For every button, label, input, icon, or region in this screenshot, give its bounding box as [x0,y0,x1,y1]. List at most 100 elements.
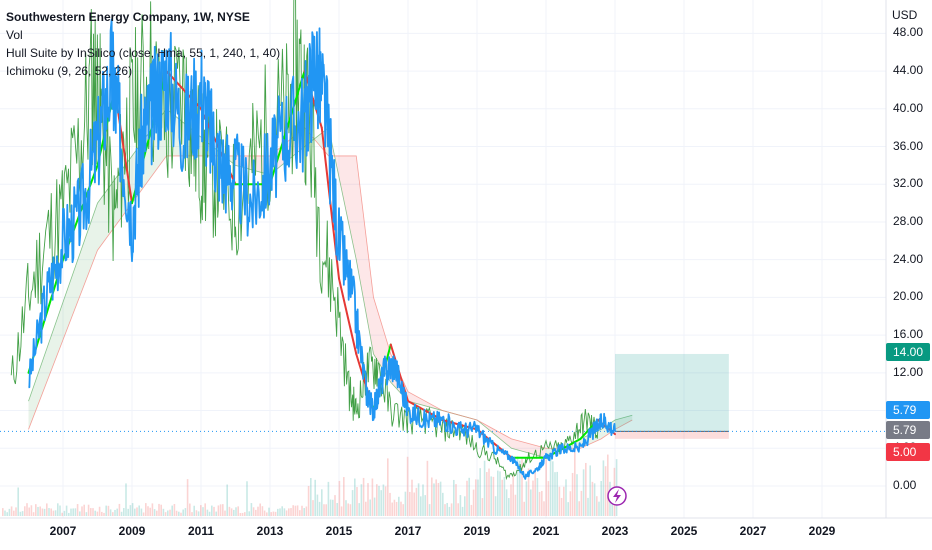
volume-bar [120,511,123,516]
volume-bar [365,501,367,516]
volume-bar [578,501,580,516]
price-tick-label: 0.00 [893,478,917,492]
volume-bar [395,501,398,516]
volume-bar [153,509,156,516]
time-tick-label: 2013 [256,524,284,538]
volume-bar [534,467,536,516]
volume-bar [332,499,334,516]
volume-bar [230,508,233,516]
time-tick-label: 2027 [739,524,767,538]
legend-ichimoku[interactable]: Ichimoku (9, 26, 52, 26) [6,64,133,78]
price-tick-label: 32.00 [893,176,924,191]
volume-bar [277,508,279,516]
volume-bar [334,495,336,516]
cloud-segment [28,203,98,430]
volume-bar [475,479,477,516]
volume-bar [380,490,382,516]
volume-bar [367,483,369,516]
time-tick-label: 2017 [394,524,422,538]
volume-bar [530,489,532,516]
volume-bar [292,505,294,516]
volume-bar [173,503,176,516]
prev-close-badge: 5.79 [886,421,930,439]
volume-bar [57,503,59,516]
volume-bar [435,479,437,516]
volume-bars [2,448,618,516]
volume-bar [477,479,479,516]
volume-bar [288,508,290,516]
volume-bar [105,505,107,516]
target-price-badge: 14.00 [886,343,930,361]
volume-bar [83,504,85,516]
volume-bar [591,481,594,516]
volume-bar [189,503,191,516]
volume-bar [483,460,486,516]
volume-bar [351,490,354,516]
volume-bar [94,510,96,516]
volume-bar [305,506,308,516]
stop-price-badge: 5.00 [886,443,930,461]
volume-bar [8,508,11,516]
volume-bar [446,502,448,516]
volume-bar [340,506,343,516]
volume-bar [193,505,195,516]
volume-bar [589,465,591,516]
volume-bar [217,505,220,516]
volume-bar [116,508,118,516]
volume-bar [252,507,255,516]
volume-bar [107,505,110,516]
volume-bar [576,474,578,516]
volume-bar [171,505,173,516]
symbol-title[interactable]: Southwestern Energy Company, 1W, NYSE [6,10,250,24]
volume-bar [565,479,567,516]
volume-bar [354,478,356,516]
volume-bar [61,512,63,516]
volume-bar [560,497,563,516]
volume-bar [400,501,402,516]
volume-bar [453,479,455,516]
volume-bar [389,492,391,516]
volume-bar [10,506,13,516]
volume-bar [472,489,475,516]
volume-bar [582,469,585,516]
legend-volume[interactable]: Vol [6,28,23,42]
price-tick-label: 48.00 [893,25,924,40]
hull-segment [338,277,358,355]
volume-bar [316,494,319,516]
volume-bar [321,489,323,516]
volume-bar [514,494,517,516]
volume-bar [226,484,228,516]
volume-bar [96,511,99,516]
volume-bar [299,510,301,516]
currency-label[interactable]: USD [892,8,918,22]
volume-bar [556,471,558,516]
volume-bar [296,505,299,516]
volume-bar [219,504,222,516]
cloud-segment [356,155,374,354]
volume-bar [580,490,583,516]
volume-bar [59,505,61,516]
volume-bar [272,511,275,516]
volume-bar [52,510,55,516]
price-line [28,18,616,480]
volume-bar [343,477,345,516]
volume-bar [481,498,484,516]
volume-bar [54,510,57,516]
legend-hull-suite[interactable]: Hull Suite by InSilico (close, Hma, 55, … [6,46,281,60]
volume-bar [6,512,8,516]
price-tick-label: 24.00 [893,251,924,266]
time-tick-label: 2009 [118,524,146,538]
flash-icon[interactable] [607,486,627,506]
volume-bar [290,508,292,516]
volume-bar [376,484,378,516]
volume-bar [131,503,134,516]
volume-bar [35,504,37,516]
volume-bar [532,480,534,516]
volume-bar [402,504,404,516]
volume-bar [459,495,462,516]
stop-zone [615,431,729,439]
volume-bar [244,512,246,516]
volume-bar [76,504,79,516]
volume-bar [516,456,519,516]
